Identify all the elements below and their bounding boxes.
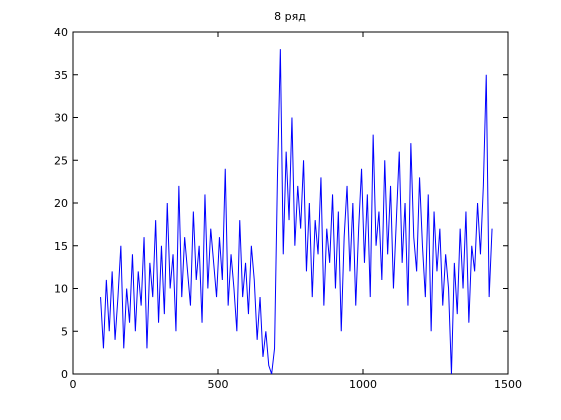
y-tick-label: 25 [54,154,68,167]
plot-frame [72,31,509,375]
data-line [100,49,493,375]
y-tick-label: 30 [54,112,68,125]
x-tick-label: 1500 [494,378,522,391]
y-tick-label: 10 [54,283,68,296]
y-tick-label: 35 [54,69,68,82]
chart-title: 8 ряд [274,10,306,23]
x-tick-label: 500 [208,378,229,391]
x-tick-label: 0 [70,378,77,391]
y-tick-label: 15 [54,240,68,253]
y-tick-label: 40 [54,26,68,39]
x-tick-label: 1000 [349,378,377,391]
y-tick-label: 0 [61,368,68,381]
y-tick-label: 5 [61,325,68,338]
y-tick-label: 20 [54,197,68,210]
